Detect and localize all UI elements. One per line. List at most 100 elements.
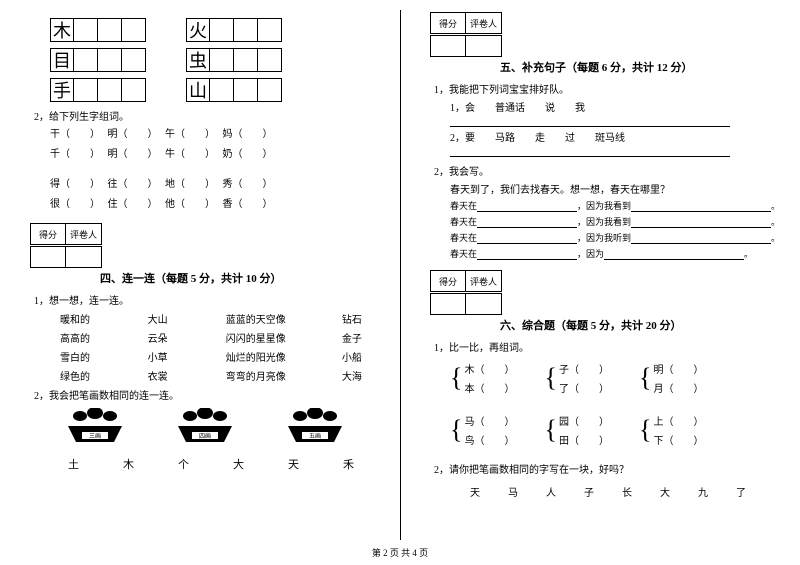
brace-item: 鸟（ ） xyxy=(464,432,514,447)
match-right-2: 金子 xyxy=(342,330,380,345)
match-right-2: 钻石 xyxy=(342,311,380,326)
grid-blank xyxy=(234,18,258,42)
stem: 春天在 xyxy=(450,217,477,227)
grid-char: 目 xyxy=(50,48,74,72)
brace-item: 明（ ） xyxy=(653,361,703,376)
match-right-2: 大海 xyxy=(342,368,380,383)
q2-item: 香（ ） xyxy=(223,199,273,210)
q2-item: 往（ ） xyxy=(108,179,153,190)
reviewer-label: 评卷人 xyxy=(66,223,102,245)
grid-char: 山 xyxy=(186,78,210,102)
char: 禾 xyxy=(343,456,354,472)
grid-row-2: 目 虫 xyxy=(50,48,380,72)
svg-text:三画: 三画 xyxy=(89,433,101,440)
match-row: 雪白的 小草 灿烂的阳光像 小船 xyxy=(60,349,380,364)
brace-item: 上（ ） xyxy=(653,413,703,428)
char: 大 xyxy=(233,456,244,472)
flower-basket-icon: 三画 xyxy=(60,408,130,446)
left-column: 木 火 目 虫 xyxy=(0,0,400,545)
score-box-empty xyxy=(430,35,780,57)
grid-blank xyxy=(98,18,122,42)
score-box: 得分 评卷人 xyxy=(30,223,380,245)
brace-row-1: { 木（ ） 本（ ） { 子（ ） 了（ ） { 明（ ） 月（ ） xyxy=(450,357,780,399)
brace-row-2: { 马（ ） 鸟（ ） { 园（ ） 田（ ） { 上（ ） 下（ ） xyxy=(450,409,780,451)
char: 木 xyxy=(123,456,134,472)
q2-item: 得（ ） xyxy=(50,179,95,190)
mid: ，因为我看到 xyxy=(577,217,631,227)
reviewer-blank xyxy=(66,246,102,268)
brace-item: 月（ ） xyxy=(653,380,703,395)
q2-item: 千（ ） xyxy=(50,149,95,160)
s5-q2-intro: 春天到了，我们去找春天。想一想，春天在哪里？ xyxy=(450,181,780,196)
brace-item: 马（ ） xyxy=(464,413,514,428)
q2-row: 很（ ） 住（ ） 他（ ） 香（ ） xyxy=(50,197,380,213)
brace-icon: { xyxy=(450,368,462,388)
q2-item: 妈（ ） xyxy=(223,129,273,140)
char: 子 xyxy=(584,484,594,499)
brace-icon: { xyxy=(639,368,651,388)
match-row: 绿色的 衣裳 弯弯的月亮像 大海 xyxy=(60,368,380,383)
score-label: 得分 xyxy=(30,223,66,245)
grid-blank xyxy=(98,48,122,72)
brace-item: 了（ ） xyxy=(559,380,609,395)
score-blank xyxy=(430,293,466,315)
char: 长 xyxy=(622,484,632,499)
s5-q1b: 2，要 马路 走 过 斑马线 xyxy=(450,129,780,144)
answer-line xyxy=(450,146,780,157)
mid: ，因为我听到 xyxy=(577,233,631,243)
page-footer: 第 2 页 共 4 页 xyxy=(0,546,800,559)
q2-item: 很（ ） xyxy=(50,199,95,210)
char: 个 xyxy=(178,456,189,472)
score-label: 得分 xyxy=(430,270,466,292)
s4-char-row: 土 木 个 大 天 禾 xyxy=(68,456,380,472)
grid-char: 手 xyxy=(50,78,74,102)
brace-group: { 木（ ） 本（ ） xyxy=(450,361,514,395)
s5-q2: 2，我会写。 xyxy=(434,163,780,178)
s5-q1a: 1，会 普通话 说 我 xyxy=(450,99,780,114)
q2-row: 得（ ） 往（ ） 地（ ） 秀（ ） xyxy=(50,177,380,193)
score-blank xyxy=(430,35,466,57)
grid-char: 虫 xyxy=(186,48,210,72)
char: 马 xyxy=(508,484,518,499)
question-2-label: 2，给下列生字组词。 xyxy=(34,108,380,123)
flower-basket-icon: 四画 xyxy=(170,408,240,446)
match-left-2: 云朵 xyxy=(148,330,186,345)
match-left: 暖和的 xyxy=(60,311,108,326)
grid-blank xyxy=(234,48,258,72)
match-left-2: 大山 xyxy=(148,311,186,326)
score-box-empty xyxy=(30,246,380,268)
q2-row: 干（ ） 明（ ） 午（ ） 妈（ ） xyxy=(50,127,380,143)
mid: ，因为 xyxy=(577,249,604,259)
grid-blank xyxy=(74,78,98,102)
match-row: 暖和的 大山 蓝蓝的天空像 钻石 xyxy=(60,311,380,326)
s6-q2: 2，请你把笔画数相同的字写在一块，好吗？ xyxy=(434,461,780,476)
s6-q1: 1，比一比，再组词。 xyxy=(434,339,780,354)
stem: 春天在 xyxy=(450,233,477,243)
q2-item: 明（ ） xyxy=(108,149,153,160)
char: 大 xyxy=(660,484,670,499)
match-right-2: 小船 xyxy=(342,349,380,364)
char: 天 xyxy=(288,456,299,472)
match-left: 绿色的 xyxy=(60,368,108,383)
brace-group: { 马（ ） 鸟（ ） xyxy=(450,413,514,447)
s5-sentence: 春天在，因为我听到。 xyxy=(450,231,780,244)
grid-blank xyxy=(210,78,234,102)
grid-blank xyxy=(210,18,234,42)
brace-icon: { xyxy=(544,368,556,388)
reviewer-blank xyxy=(466,293,502,315)
grid-blank xyxy=(74,18,98,42)
grid-blank xyxy=(258,78,282,102)
q2-item: 干（ ） xyxy=(50,129,95,140)
char: 天 xyxy=(470,484,480,499)
match-right: 弯弯的月亮像 xyxy=(226,368,302,383)
brace-group: { 园（ ） 田（ ） xyxy=(544,413,608,447)
grid-char: 木 xyxy=(50,18,74,42)
s4-q2: 2，我会把笔画数相同的连一连。 xyxy=(34,387,380,402)
reviewer-label: 评卷人 xyxy=(466,270,502,292)
match-right: 灿烂的阳光像 xyxy=(226,349,302,364)
brace-group: { 上（ ） 下（ ） xyxy=(639,413,703,447)
q2-item: 住（ ） xyxy=(108,199,153,210)
writing-grid: 木 xyxy=(50,18,146,42)
brace-icon: { xyxy=(639,420,651,440)
score-box-empty xyxy=(430,293,780,315)
